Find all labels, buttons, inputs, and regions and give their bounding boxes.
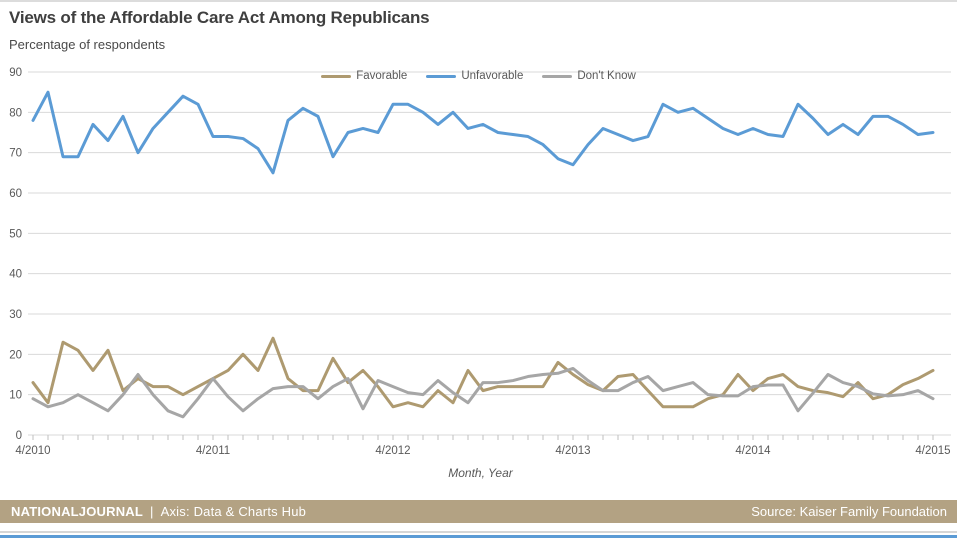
legend-item-don-t-know: Don't Know [542,70,636,82]
y-gridlines [28,71,951,436]
legend-label: Favorable [356,70,408,82]
legend-item-favorable: Favorable [321,70,407,82]
series-line-don-t-know [31,366,935,419]
source-credit: Source: Kaiser Family Foundation [751,504,947,519]
x-tick-label: 4/2014 [735,445,771,457]
series-line-favorable [31,336,935,409]
brand: NATIONALJOURNAL | Axis: Data & Charts Hub [0,504,306,519]
footer-rule [0,531,957,533]
page-title: Views of the Affordable Care Act Among R… [9,8,430,27]
top-border [0,0,957,2]
y-tick-label: 60 [9,188,22,200]
legend-swatch [426,74,457,78]
chart-legend: Favorable Unfavorable Don't Know [0,68,957,84]
series-line-unfavorable [31,90,935,175]
footer-bar: NATIONALJOURNAL | Axis: Data & Charts Hub … [0,500,957,523]
y-tick-label: 80 [9,107,22,119]
y-tick-label: 10 [9,390,22,402]
brand-name: NATIONALJOURNAL [11,504,144,519]
y-axis-tick-labels: 0 10 20 30 40 50 60 70 80 90 [9,67,22,442]
y-tick-label: 0 [16,430,22,442]
x-tick-label: 4/2015 [915,445,950,457]
legend-swatch [542,74,573,78]
x-axis-ticks [32,435,934,440]
brand-tagline: Axis: Data & Charts Hub [160,504,307,519]
x-tick-label: 4/2013 [555,445,590,457]
y-tick-label: 20 [9,349,22,361]
x-tick-label: 4/2012 [375,445,410,457]
y-tick-label: 40 [9,269,22,281]
y-tick-label: 70 [9,148,22,160]
y-tick-label: 90 [9,67,22,79]
x-axis-tick-labels: 4/2010 4/2011 4/2012 4/2013 4/2014 4/2015 [15,445,950,457]
x-axis-title: Month, Year [448,466,513,480]
legend-label: Unfavorable [461,70,524,82]
legend-label: Don't Know [577,70,636,82]
y-tick-label: 30 [9,309,22,321]
bottom-stripe [0,535,957,538]
brand-divider: | [150,504,154,519]
x-tick-label: 4/2010 [15,445,50,457]
legend-item-unfavorable: Unfavorable [426,70,523,82]
x-tick-label: 4/2011 [196,445,230,457]
y-tick-label: 50 [9,228,22,240]
legend-swatch [321,74,352,78]
chart-subtitle: Percentage of respondents [9,37,166,52]
